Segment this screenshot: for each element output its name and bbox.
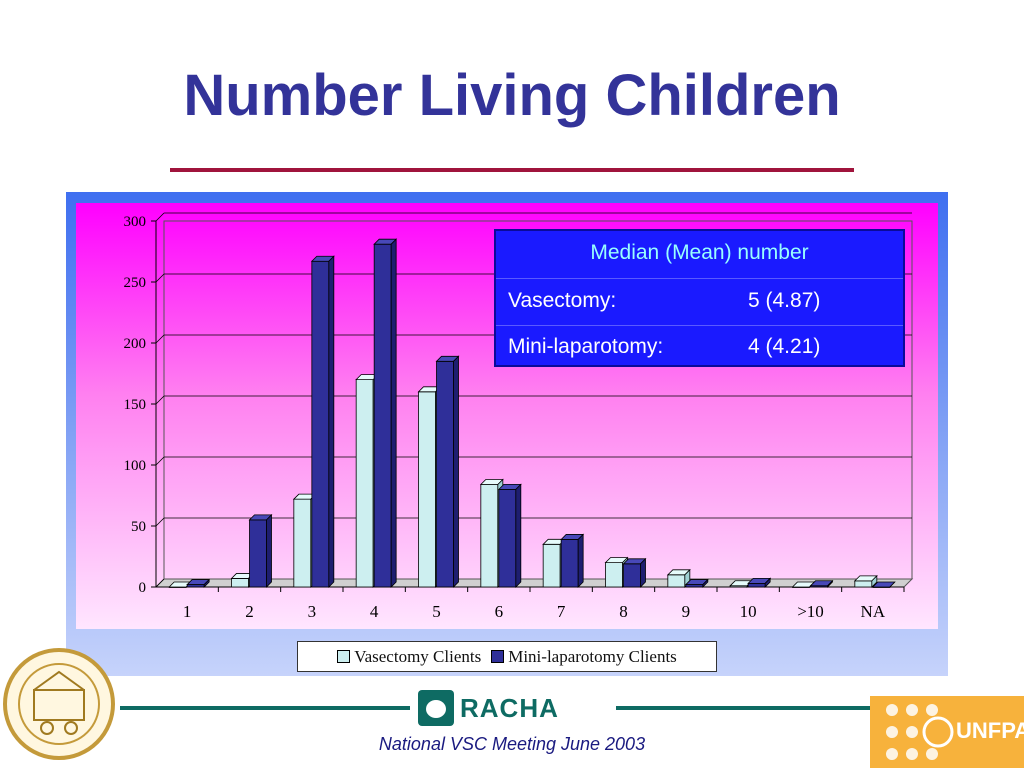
x-tick-label: 8 (619, 602, 628, 621)
footer-rule-right (616, 706, 872, 710)
x-tick-label: 6 (495, 602, 504, 621)
stats-value: 5 (4.87) (748, 289, 821, 312)
x-tick-label: 3 (308, 602, 317, 621)
legend-swatch-minilap (491, 650, 505, 663)
x-tick-label: 10 (740, 602, 757, 621)
x-tick-label: 4 (370, 602, 379, 621)
racha-mark-icon (418, 690, 454, 726)
bar-vasectomy (418, 391, 436, 588)
bar-vasectomy (355, 379, 374, 588)
bar-minilap (623, 563, 641, 588)
bar-minilap (311, 260, 330, 588)
y-tick-label: 100 (124, 458, 147, 474)
y-tick-label: 250 (124, 275, 147, 291)
legend-label: Mini-laparotomy Clients (508, 646, 677, 666)
legend-label: Vasectomy Clients (354, 646, 482, 666)
bar-side-minilap (640, 557, 646, 588)
bar-side-minilap (328, 255, 335, 588)
racha-logo-text: RACHA (460, 692, 559, 723)
racha-logo: RACHA (418, 690, 559, 726)
y-tick-label: 50 (131, 519, 146, 535)
bar-side-vasectomy (871, 574, 878, 588)
stats-box: Median (Mean) number Vasectomy: 5 (4.87)… (494, 229, 905, 367)
unfpa-logo (870, 696, 1024, 768)
bar-side-minilap (390, 238, 397, 588)
x-tick-label: 5 (432, 602, 441, 621)
stats-label: Vasectomy: (508, 289, 617, 312)
bar-minilap (560, 539, 579, 588)
gridline-depth (155, 578, 165, 588)
chart-back-wall (163, 220, 913, 580)
bar-side-minilap (266, 513, 272, 588)
y-tick-label: 200 (124, 336, 147, 352)
bar-minilap (373, 243, 392, 588)
bar-vasectomy (854, 580, 873, 588)
x-tick-label: 9 (682, 602, 691, 621)
bar-side-minilap (764, 577, 771, 588)
bar-side-minilap (827, 579, 833, 588)
bar-side-minilap (702, 578, 709, 588)
gridline-depth (155, 456, 165, 466)
gridline-depth (155, 334, 165, 344)
stats-heading: Median (Mean) number (590, 241, 809, 264)
title-underline (170, 168, 854, 172)
slide-title: Number Living Children (183, 63, 841, 128)
bar-minilap (498, 488, 517, 588)
bar-minilap (249, 519, 267, 588)
bar-minilap (436, 360, 454, 588)
stats-value: 4 (4.21) (748, 335, 821, 358)
legend-item-minilap: Mini-laparotomy Clients (491, 647, 677, 667)
bar-vasectomy (231, 578, 249, 588)
unfpa-logo-text: UNFPA (956, 718, 1024, 743)
footer-rule-left (120, 706, 410, 710)
bar-vasectomy (667, 574, 686, 588)
bar-vasectomy (293, 498, 312, 588)
bar-side-minilap (889, 581, 896, 588)
x-tick-label: NA (861, 602, 886, 621)
y-tick-label: 0 (139, 580, 147, 596)
bar-side-minilap (515, 483, 522, 588)
bar-minilap (747, 582, 766, 588)
stats-label: Mini-laparotomy: (508, 335, 664, 358)
bar-side-minilap (203, 578, 210, 588)
bar-vasectomy (542, 543, 561, 588)
x-tick-label: >10 (797, 602, 824, 621)
legend-swatch-vasectomy (337, 650, 351, 663)
footer-text: National VSC Meeting June 2003 (378, 734, 646, 754)
gridline-depth (155, 517, 165, 527)
bar-vasectomy (480, 484, 499, 588)
ministry-seal-logo (3, 648, 115, 760)
bar-vasectomy (605, 562, 623, 588)
gridline-depth (155, 212, 165, 222)
legend-item-vasectomy: Vasectomy Clients (337, 647, 481, 667)
stats-divider (496, 278, 903, 279)
chart-legend: Vasectomy Clients Mini-laparotomy Client… (297, 641, 717, 672)
stats-divider (496, 325, 903, 326)
bar-side-minilap (577, 533, 584, 588)
gridline-depth (155, 395, 165, 405)
bar-side-minilap (453, 355, 459, 588)
x-tick-label: 1 (183, 602, 192, 621)
y-tick-label: 300 (124, 214, 147, 230)
x-tick-label: 2 (245, 602, 254, 621)
unfpa-dots-icon (886, 704, 954, 760)
y-tick-label: 150 (124, 397, 147, 413)
x-tick-label: 7 (557, 602, 566, 621)
gridline-depth (155, 273, 165, 283)
